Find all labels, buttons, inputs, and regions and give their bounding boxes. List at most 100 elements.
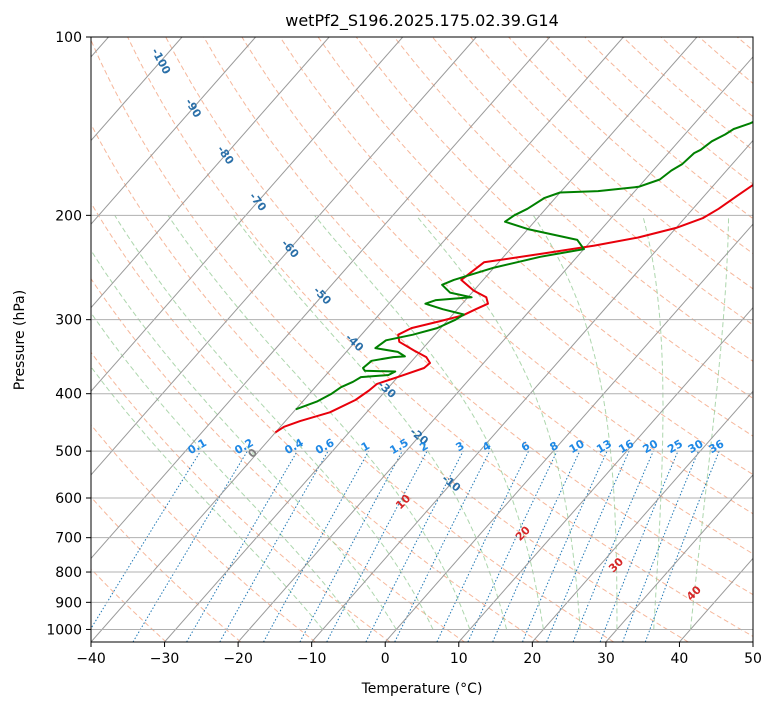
dewpoint-profile: [295, 120, 753, 411]
y-tick-label: 100: [55, 30, 82, 46]
moist-adiabat: [642, 215, 664, 630]
dry-adiabat: [736, 37, 753, 52]
mixing-ratio-line: [572, 450, 654, 642]
dry-adiabat: [317, 37, 753, 437]
isotherm: [458, 306, 753, 642]
y-tick-label: 500: [55, 444, 82, 460]
x-axis-ticks: −40 −30 −20 −10 0 10 20 30 40 50: [76, 642, 762, 667]
chart-title: wetPf2_S196.2025.175.02.39.G14: [285, 11, 559, 31]
dry-adiabat: [393, 37, 753, 362]
x-tick-label: −10: [297, 651, 327, 667]
isotherm: [311, 139, 753, 642]
moist-adiabat: [532, 215, 618, 630]
mixing-ratio-line: [394, 450, 491, 642]
y-tick-label: 600: [55, 491, 82, 507]
moist-adiabat-label: 40: [684, 583, 704, 603]
x-tick-label: 20: [523, 651, 541, 667]
isotherm: [91, 37, 551, 560]
mixing-ratio-line: [91, 450, 202, 630]
isotherm: [531, 390, 753, 642]
mixing-ratio-line: [492, 450, 581, 642]
mixing-ratio-line: [644, 450, 720, 642]
dry-adiabat: [584, 37, 753, 185]
moist-adiabat-label: 10: [393, 492, 413, 512]
x-axis-label: Temperature (°C): [361, 681, 483, 697]
mixing-ratio-label: 6: [519, 439, 532, 454]
dry-adiabat: [622, 37, 753, 151]
isotherm: [605, 474, 753, 642]
moist-adiabat: [91, 249, 397, 630]
dry-adiabat-label: -40: [343, 331, 367, 354]
mixing-ratio-line: [365, 450, 464, 642]
mixing-ratio-label: 3: [454, 439, 467, 454]
moist-adiabat-label: 20: [513, 523, 533, 543]
isotherm: [752, 641, 753, 642]
x-tick-label: −20: [223, 651, 253, 667]
dry-adiabat: [432, 37, 753, 326]
mixing-ratio-label: 25: [665, 437, 685, 456]
dry-adiabat: [91, 351, 391, 642]
mixing-ratio-line: [186, 450, 298, 642]
mixing-ratio-line: [622, 450, 699, 642]
isotherm: [91, 37, 624, 642]
dry-adiabat-label: -30: [375, 378, 399, 401]
mixing-ratio-label: 16: [616, 437, 636, 456]
dry-adiabat: [91, 424, 316, 642]
y-tick-label: 300: [55, 313, 82, 329]
y-tick-label: 1000: [46, 622, 82, 638]
dry-adiabat: [470, 37, 753, 290]
dry-adiabat: [91, 277, 465, 642]
x-tick-label: 40: [671, 651, 689, 667]
moist-adiabat: [232, 215, 508, 630]
mixing-ratio-label: 1: [359, 439, 372, 454]
dry-adiabat: [91, 123, 614, 642]
isotherm: [679, 557, 753, 642]
mixing-ratio-label: 0.6: [313, 436, 337, 457]
isotherm: [91, 37, 404, 392]
mixing-ratio-label: 4: [480, 439, 493, 454]
moist-adiabat: [91, 366, 324, 630]
plot-frame: [90, 36, 754, 643]
isotherm: [237, 56, 753, 642]
x-tick-label: 0: [381, 651, 390, 667]
dry-adiabat: [91, 39, 689, 642]
moist-adiabat: [114, 215, 434, 630]
mixing-ratio-line: [467, 450, 558, 642]
x-tick-label: −40: [76, 651, 106, 667]
dry-adiabat: [660, 37, 753, 118]
temperature-profile: [274, 183, 753, 434]
moist-adiabat: [690, 215, 730, 630]
x-tick-label: 10: [450, 651, 468, 667]
mixing-ratio-label: 30: [686, 437, 706, 456]
dry-adiabat: [241, 37, 753, 515]
y-tick-label: 400: [55, 387, 82, 403]
data-layer: [274, 120, 753, 434]
mixing-ratio-line: [326, 450, 428, 642]
dry-adiabat: [165, 37, 753, 596]
mixing-ratio-line: [546, 450, 630, 642]
mixing-ratio-line: [263, 450, 370, 642]
y-tick-label: 800: [55, 565, 82, 581]
mixing-ratio-line: [436, 450, 530, 642]
isotherm: [91, 37, 256, 225]
dry-adiabat-label: -10: [439, 472, 463, 495]
dry-adiabat: [91, 202, 540, 642]
mixing-ratio-label: 1.5: [387, 436, 410, 457]
isotherm: [164, 37, 698, 642]
x-tick-label: −30: [150, 651, 180, 667]
y-tick-label: 200: [55, 208, 82, 224]
y-axis-label: Pressure (hPa): [12, 290, 28, 390]
isotherm: [91, 37, 477, 476]
dry-adiabat: [279, 37, 753, 476]
mixing-ratio-line: [522, 450, 608, 642]
mixing-ratio-label: 20: [641, 437, 661, 456]
y-tick-label: 700: [55, 531, 82, 547]
mixing-ratio-line: [219, 450, 329, 642]
y-tick-label: 900: [55, 595, 82, 611]
x-tick-label: 50: [744, 651, 762, 667]
isotherm: [384, 223, 753, 642]
mixing-ratio-line: [299, 450, 403, 642]
isotherm: [91, 37, 183, 142]
grid-layer: [91, 37, 753, 642]
